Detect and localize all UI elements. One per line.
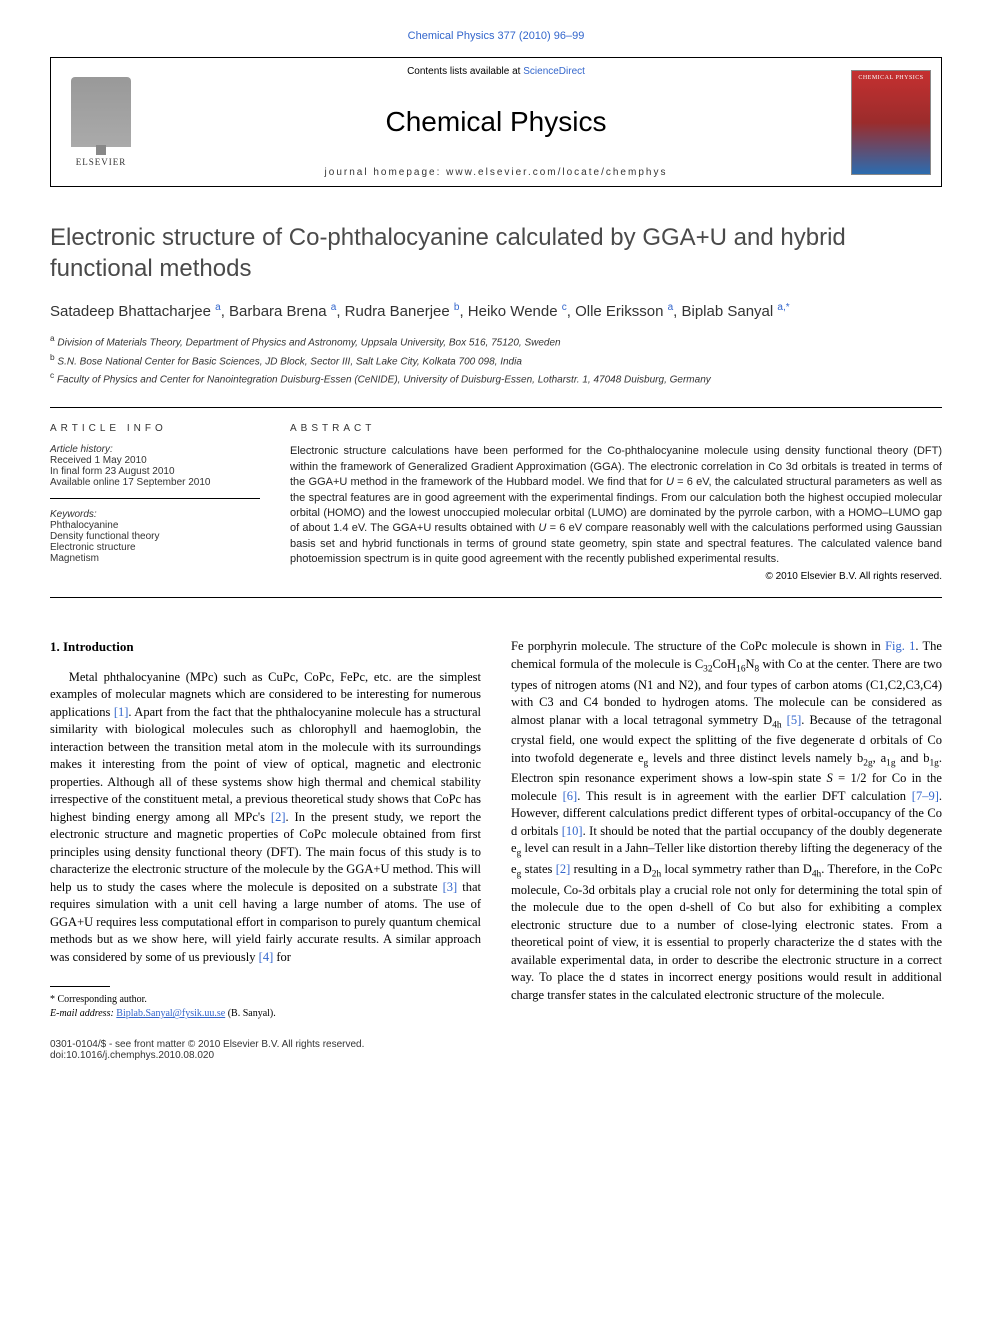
history-line: Available online 17 September 2010 (50, 477, 260, 488)
abstract-text: Electronic structure calculations have b… (290, 444, 942, 567)
journal-header: ELSEVIER Contents lists available at Sci… (50, 57, 942, 187)
article-history-block: Article history: Received 1 May 2010In f… (50, 444, 260, 499)
elsevier-logo[interactable]: ELSEVIER (51, 58, 151, 186)
homepage-prefix: journal homepage: (325, 167, 447, 178)
journal-citation-link[interactable]: Chemical Physics 377 (2010) 96–99 (50, 30, 942, 42)
body-columns: 1. Introduction Metal phthalocyanine (MP… (50, 638, 942, 1021)
article-info-column: ARTICLE INFO Article history: Received 1… (50, 423, 260, 582)
history-line: In final form 23 August 2010 (50, 466, 260, 477)
email-label: E-mail address: (50, 1008, 114, 1019)
corresponding-author-footnote: * Corresponding author. E-mail address: … (50, 993, 481, 1021)
citation-link[interactable]: [1] (114, 705, 129, 719)
journal-header-center: Contents lists available at ScienceDirec… (151, 58, 841, 186)
keyword-item: Phthalocyanine (50, 520, 260, 531)
homepage-url[interactable]: www.elsevier.com/locate/chemphys (446, 167, 667, 178)
abstract-copyright: © 2010 Elsevier B.V. All rights reserved… (290, 571, 942, 582)
figure-link[interactable]: Fig. 1 (885, 639, 915, 653)
citation-link[interactable]: [2] (556, 862, 571, 876)
front-matter-line: 0301-0104/$ - see front matter © 2010 El… (50, 1039, 942, 1050)
footnote-separator (50, 986, 110, 987)
body-column-right: Fe porphyrin molecule. The structure of … (511, 638, 942, 1021)
email-suffix: (B. Sanyal). (228, 1008, 276, 1019)
citation-link[interactable]: [10] (562, 824, 583, 838)
elsevier-tree-icon (71, 77, 131, 147)
citation-link[interactable]: [2] (271, 810, 286, 824)
keywords-label: Keywords: (50, 509, 260, 520)
corresponding-email-link[interactable]: Biplab.Sanyal@fysik.uu.se (116, 1008, 225, 1019)
page-footer: 0301-0104/$ - see front matter © 2010 El… (50, 1039, 942, 1061)
history-label: Article history: (50, 444, 260, 455)
sciencedirect-link[interactable]: ScienceDirect (523, 66, 585, 77)
corresponding-author-label: * Corresponding author. (50, 993, 481, 1007)
contents-prefix: Contents lists available at (407, 66, 523, 77)
keyword-item: Magnetism (50, 553, 260, 564)
journal-cover-cell: CHEMICAL PHYSICS (841, 58, 941, 186)
journal-cover-thumbnail[interactable]: CHEMICAL PHYSICS (851, 70, 931, 175)
keyword-item: Density functional theory (50, 531, 260, 542)
journal-name: Chemical Physics (386, 106, 607, 138)
doi-line: doi:10.1016/j.chemphys.2010.08.020 (50, 1050, 942, 1061)
citation-link[interactable]: [6] (563, 789, 578, 803)
keywords-block: Keywords: PhthalocyanineDensity function… (50, 509, 260, 564)
email-line: E-mail address: Biplab.Sanyal@fysik.uu.s… (50, 1007, 481, 1021)
article-info-heading: ARTICLE INFO (50, 423, 260, 434)
section-heading-intro: 1. Introduction (50, 638, 481, 656)
citation-link[interactable]: [4] (259, 950, 274, 964)
affiliation-line: a Division of Materials Theory, Departme… (50, 332, 942, 350)
body-column-left: 1. Introduction Metal phthalocyanine (MP… (50, 638, 481, 1021)
abstract-heading: ABSTRACT (290, 423, 942, 434)
affiliation-line: c Faculty of Physics and Center for Nano… (50, 369, 942, 387)
keyword-item: Electronic structure (50, 542, 260, 553)
citation-link[interactable]: [7–9] (912, 789, 939, 803)
contents-list-line: Contents lists available at ScienceDirec… (407, 66, 585, 77)
intro-paragraph-part1: Metal phthalocyanine (MPc) such as CuPc,… (50, 669, 481, 967)
authors-line: Satadeep Bhattacharjee a, Barbara Brena … (50, 302, 942, 320)
journal-homepage-line: journal homepage: www.elsevier.com/locat… (325, 167, 668, 178)
cover-label: CHEMICAL PHYSICS (852, 75, 930, 81)
citation-link[interactable]: [3] (443, 880, 458, 894)
intro-paragraph-part2: Fe porphyrin molecule. The structure of … (511, 638, 942, 1004)
info-abstract-row: ARTICLE INFO Article history: Received 1… (50, 407, 942, 598)
affiliations-block: a Division of Materials Theory, Departme… (50, 332, 942, 387)
affiliation-line: b S.N. Bose National Center for Basic Sc… (50, 351, 942, 369)
abstract-column: ABSTRACT Electronic structure calculatio… (290, 423, 942, 582)
article-title: Electronic structure of Co-phthalocyanin… (50, 222, 942, 284)
history-line: Received 1 May 2010 (50, 455, 260, 466)
elsevier-label: ELSEVIER (76, 157, 127, 167)
citation-link[interactable]: [5] (787, 713, 802, 727)
